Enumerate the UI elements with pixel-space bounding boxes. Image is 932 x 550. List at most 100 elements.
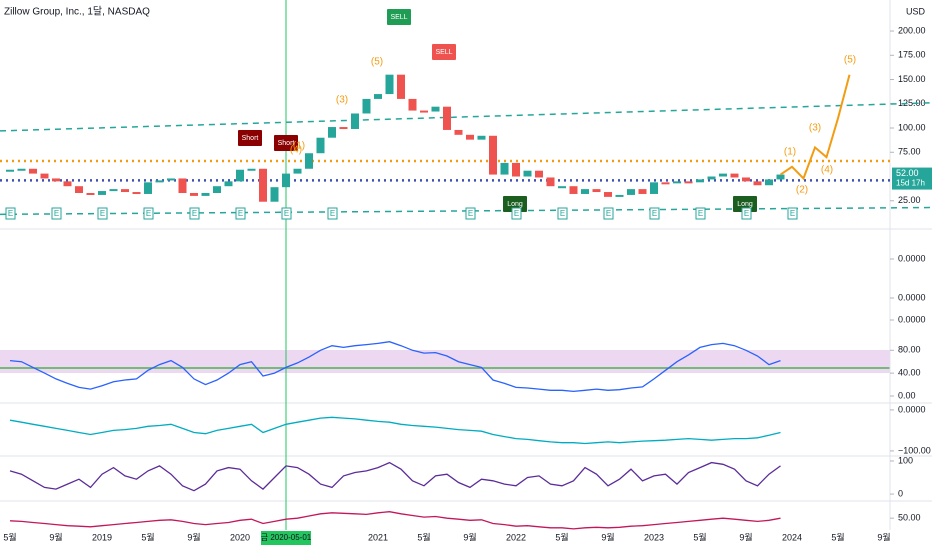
candle — [535, 170, 543, 178]
countdown: 15d 17h — [896, 179, 925, 188]
candle — [190, 192, 198, 196]
wave-label: (1) — [293, 141, 305, 152]
x-tick-label: 2020 — [230, 532, 250, 542]
candle — [512, 162, 520, 177]
candle — [63, 181, 72, 187]
candle — [98, 191, 106, 195]
projection-line — [779, 74, 851, 181]
x-tick-label: 5월 — [693, 531, 706, 542]
candle — [765, 179, 773, 186]
earnings-label: E — [652, 209, 657, 218]
y-tick-label: 0.0000 — [898, 253, 926, 263]
candle — [500, 162, 509, 175]
crosshair-label-bg — [261, 531, 311, 545]
y-tick-label: 0.0000 — [898, 292, 926, 302]
earnings-box — [511, 207, 522, 220]
x-tick-label: 2022 — [506, 532, 526, 542]
candle — [52, 178, 60, 182]
candle — [213, 186, 221, 193]
earnings-box — [603, 207, 614, 220]
earnings-box — [327, 207, 338, 220]
candle — [17, 168, 26, 171]
candle — [420, 110, 428, 113]
signal-label: SELL — [390, 14, 407, 21]
earnings-label: E — [146, 209, 151, 218]
y-tick-label: 0 — [898, 488, 903, 498]
y-tick-label: 25.00 — [898, 195, 921, 205]
candle — [776, 174, 785, 180]
earnings-box — [97, 207, 108, 220]
earnings-label: E — [744, 209, 749, 218]
x-tick-label: 9월 — [877, 531, 890, 542]
earnings-label: E — [790, 209, 795, 218]
candle — [431, 106, 440, 112]
earnings-box — [143, 207, 154, 220]
candle — [569, 186, 578, 194]
earnings-label: E — [514, 209, 519, 218]
earnings-box — [189, 207, 200, 220]
earnings-label: E — [100, 209, 105, 218]
candle — [673, 181, 681, 184]
signal-box — [387, 9, 411, 25]
candle — [339, 127, 348, 130]
wave-label: (4) — [290, 145, 302, 156]
earnings-label: E — [330, 209, 335, 218]
candle — [615, 194, 624, 197]
candle — [259, 168, 267, 202]
candle — [684, 181, 693, 184]
x-tick-label: 9월 — [463, 531, 476, 542]
candle — [270, 187, 279, 202]
candle — [374, 94, 382, 99]
wave-label: (4) — [821, 165, 833, 176]
x-tick-label: 5월 — [831, 531, 844, 542]
candle — [581, 189, 589, 194]
candle — [696, 179, 704, 183]
signal-label: Short — [278, 140, 295, 147]
candle — [75, 186, 83, 193]
x-tick-label: 9월 — [739, 531, 752, 542]
candle — [109, 189, 118, 192]
candle — [178, 178, 187, 193]
earnings-box — [465, 207, 476, 220]
candle — [282, 173, 290, 188]
candle — [201, 192, 210, 196]
y-tick-label: 0.0000 — [898, 404, 926, 414]
earnings-label: E — [8, 209, 13, 218]
earnings-box — [5, 207, 16, 220]
earnings-box — [51, 207, 62, 220]
wave-label: (2) — [796, 185, 808, 196]
candle — [443, 106, 451, 130]
candle — [305, 153, 313, 169]
candle — [592, 189, 601, 193]
chart-title: Zillow Group, Inc., 1달, NASDAQ — [4, 6, 150, 18]
candle — [6, 169, 14, 172]
y-tick-label: 40.00 — [898, 368, 921, 378]
signal-label: Long — [737, 201, 753, 208]
candle — [29, 168, 37, 174]
earnings-box — [281, 207, 292, 220]
earnings-label: E — [192, 209, 197, 218]
x-tick-label: 2019 — [92, 532, 112, 542]
x-tick-label: 2021 — [368, 532, 388, 542]
price-label-bg — [892, 167, 932, 190]
x-tick-label: 5월 — [417, 531, 430, 542]
y-tick-label: 175.00 — [898, 50, 926, 60]
signal-box — [238, 130, 262, 146]
candle — [385, 74, 394, 95]
candle — [316, 137, 325, 154]
candle — [132, 192, 141, 195]
candle — [546, 177, 555, 187]
signal-box — [432, 44, 456, 60]
candle — [293, 168, 302, 174]
candle — [650, 182, 658, 194]
x-tick-label: 2024 — [782, 532, 802, 542]
x-tick-label: 5월 — [141, 531, 154, 542]
earnings-label: E — [54, 209, 59, 218]
earnings-label: E — [560, 209, 565, 218]
candle — [627, 189, 635, 195]
candle — [40, 173, 49, 179]
candle — [477, 135, 486, 140]
x-tick-label: 9월 — [187, 531, 200, 542]
